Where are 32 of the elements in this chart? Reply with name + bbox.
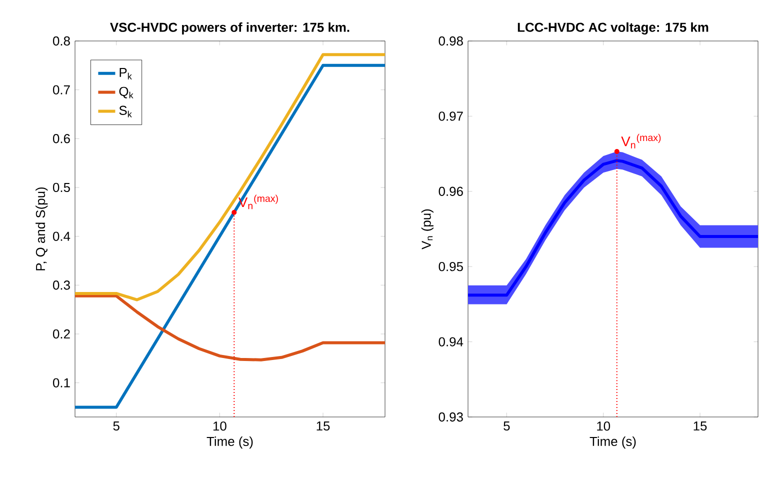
- y-tick-label: 0.4: [52, 232, 70, 241]
- line-series: [75, 294, 386, 362]
- x-tick-label: 10: [597, 421, 610, 431]
- legend-label: S$_{k}$: [119, 106, 132, 118]
- x-tick-label: 15: [694, 422, 707, 431]
- y-tick-label: 0.98: [438, 36, 463, 46]
- y-tick-label: 0.8: [52, 36, 70, 46]
- y-tick-label: 0.95: [438, 262, 463, 272]
- y-tick-label: 0.7: [52, 85, 70, 94]
- y-axis-title: P, Q and S(pu): [36, 187, 48, 270]
- x-tick-label: 5: [113, 422, 120, 431]
- y-axis-title: V$_{n}$ (pu): [421, 209, 434, 250]
- y-tick-label: 0.6: [52, 134, 70, 144]
- x-axis-title: Time (s): [590, 436, 636, 449]
- y-tick-label: 0.94: [438, 337, 464, 346]
- y-tick-label: 0.1: [52, 378, 70, 388]
- y-tick-label: 0.5: [52, 182, 70, 192]
- x-tick-label: 5: [504, 422, 510, 431]
- y-tick-label: 0.2: [52, 329, 70, 339]
- annotation: V$_{n}$(max): [621, 134, 661, 148]
- y-tick-label: 0.3: [52, 280, 70, 290]
- chart-title: VSC-HVDC powers of inverter: 175 km.: [110, 22, 350, 34]
- legend-label: Q$_{k}$: [119, 86, 134, 98]
- y-tick-label: 0.97: [438, 112, 463, 121]
- chart-title: LCC-HVDC AC voltage: 175 km: [518, 22, 708, 35]
- y-tick-label: 0.96: [438, 186, 463, 196]
- x-tick-label: 10: [213, 421, 226, 431]
- legend-label: P$_{k}$: [120, 68, 132, 80]
- x-axis-title: Time (s): [206, 436, 253, 449]
- x-tick-label: 15: [316, 422, 330, 431]
- line-series: [75, 53, 386, 302]
- y-tick-label: 0.93: [438, 412, 463, 422]
